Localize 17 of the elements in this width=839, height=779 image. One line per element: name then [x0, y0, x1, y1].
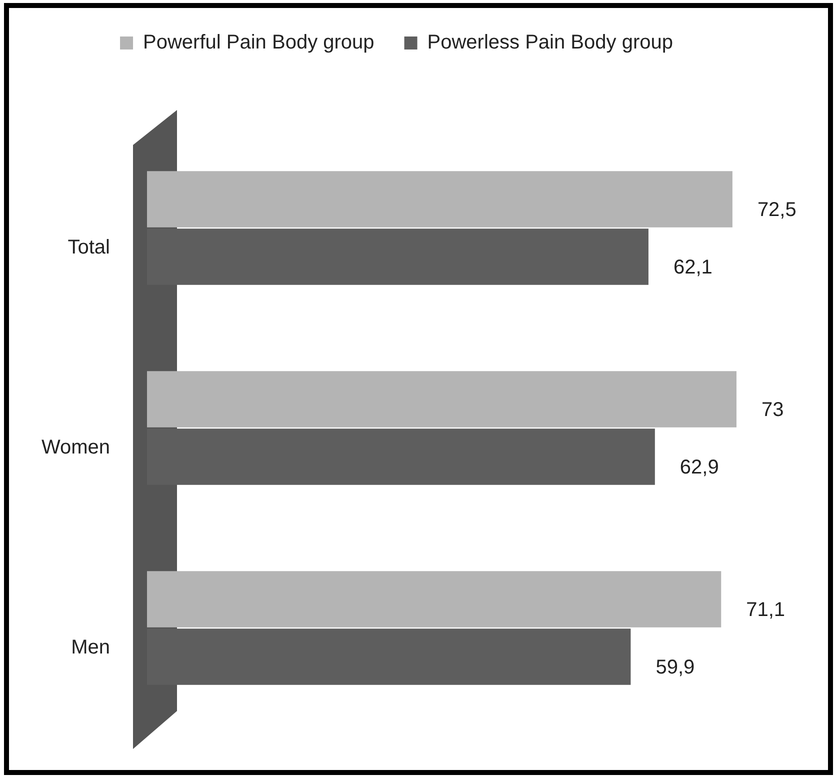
data-label: 62,1 [673, 256, 712, 278]
bar [147, 171, 732, 228]
data-label: 72,5 [757, 198, 796, 221]
data-label: 59,9 [656, 656, 695, 678]
bar [147, 371, 736, 428]
y-tick-label: Men [71, 636, 110, 659]
data-label: 73 [761, 398, 784, 421]
legend-label: Powerless Pain Body group [427, 32, 673, 54]
data-label: 62,9 [680, 456, 719, 478]
data-label: 71,1 [746, 598, 786, 621]
bar [147, 228, 648, 285]
y-tick-label: Women [41, 436, 110, 459]
y-tick-label: Total [68, 236, 110, 259]
bar [147, 628, 631, 685]
bar [147, 428, 655, 485]
legend-label: Powerful Pain Body group [143, 32, 374, 54]
bar [147, 571, 722, 628]
